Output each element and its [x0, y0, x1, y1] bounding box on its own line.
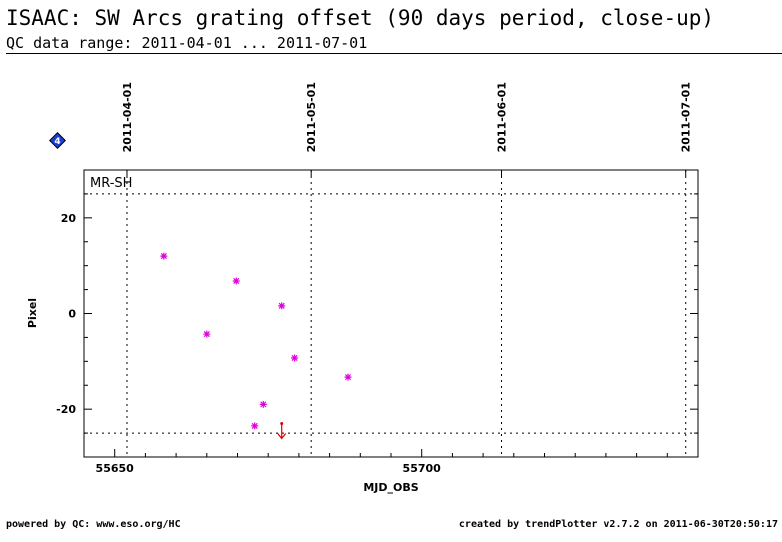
data-point: [259, 400, 267, 408]
panel-label: MR-SH: [90, 176, 132, 191]
y-tick-label: -20: [56, 403, 76, 416]
data-point: [344, 373, 352, 381]
x-axis-label: MJD_OBS: [363, 481, 418, 494]
date-tick-label: 2011-06-01: [496, 82, 509, 152]
report-number-badge[interactable]: 4: [49, 132, 66, 149]
data-point: [291, 354, 299, 362]
scatter-chart: 4 MR-SH MJD_OBS Pixel 2011-04-01 2011-05-…: [26, 82, 699, 494]
data-point: [203, 330, 211, 338]
footer-powered-by: powered by QC: www.eso.org/HC: [6, 519, 181, 530]
footer-created-by: created by trendPlotter v2.7.2 on 2011-0…: [458, 519, 778, 530]
page-title: ISAAC: SW Arcs grating offset (90 days p…: [6, 6, 715, 30]
plot-frame: [83, 169, 699, 458]
date-tick-label: 2011-07-01: [680, 82, 693, 152]
badge-label: 4: [54, 137, 60, 147]
outlier-arrow: [277, 423, 287, 440]
data-point: [232, 277, 240, 285]
date-tick-label: 2011-05-01: [305, 82, 318, 152]
date-tick-label: 2011-04-01: [121, 82, 134, 152]
x-tick-label: 55700: [403, 462, 442, 475]
y-axis-label: Pixel: [26, 298, 39, 328]
data-point: [251, 422, 259, 430]
data-range-subtitle: QC data range: 2011-04-01 ... 2011-07-01: [6, 34, 368, 52]
y-tick-label: 20: [61, 212, 77, 225]
badge-diamond: [49, 132, 66, 149]
header-divider: [6, 53, 782, 54]
data-point: [278, 302, 286, 310]
data-point: [160, 252, 168, 260]
y-tick-label: 0: [68, 308, 76, 321]
x-tick-label: 55650: [96, 462, 135, 475]
